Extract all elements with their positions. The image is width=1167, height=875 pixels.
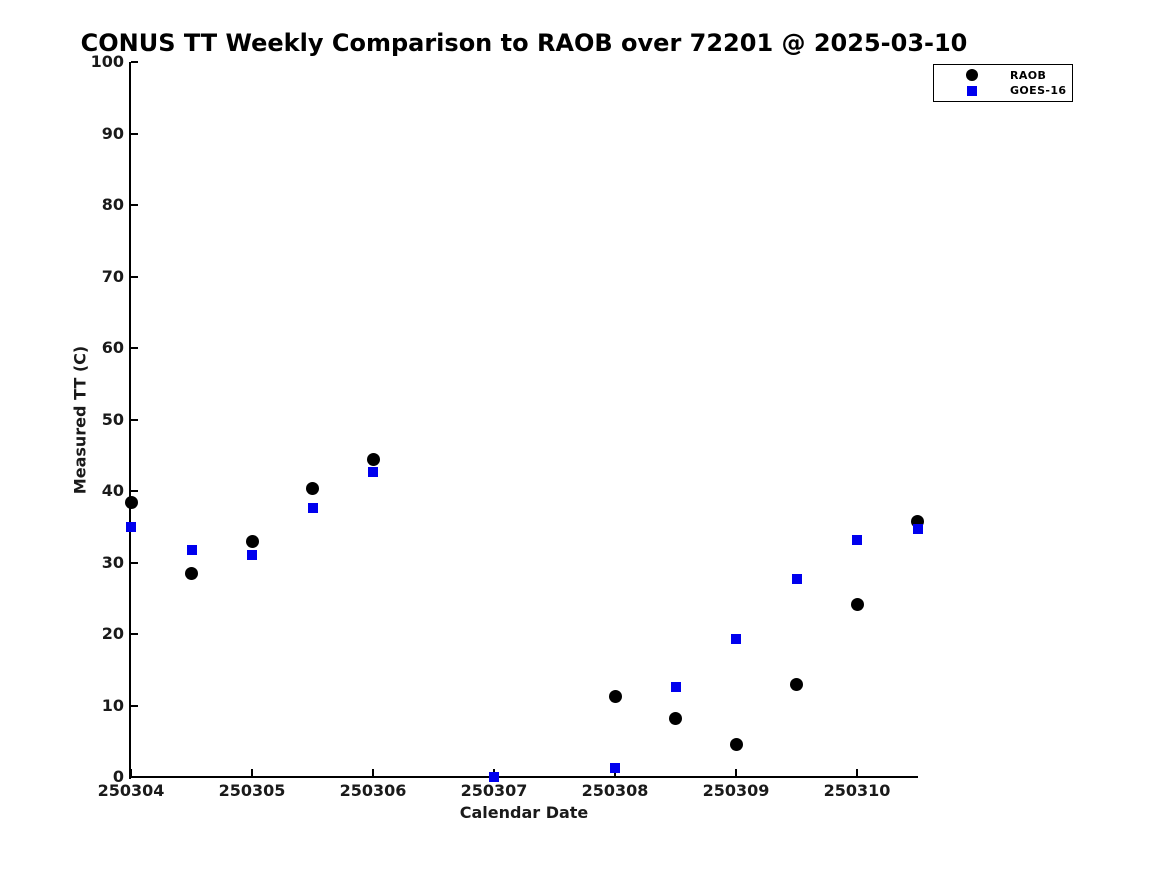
data-point-goes-16 [670,681,681,692]
data-point-raob [306,482,319,496]
x-axis-label: Calendar Date [459,803,589,822]
y-axis-tick [131,418,138,421]
x-axis-spine [129,776,918,778]
data-point-raob [729,737,743,751]
x-axis-tick [130,769,132,777]
legend-entry-label: GOES-16 [1010,84,1067,98]
legend-entry-label: RAOB [1010,68,1047,82]
x-axis-tick [614,769,616,777]
y-axis-tick [131,490,138,492]
x-axis-tick-label: 250304 [97,781,165,800]
goes-16-marker-icon [967,85,977,96]
data-point-raob [185,567,198,581]
x-axis-tick [856,769,858,777]
data-point-raob [669,711,682,725]
data-point-goes-16 [307,503,318,514]
x-axis-tick-label: 250309 [702,781,770,800]
y-axis-tick-label: 50 [101,409,124,429]
x-axis-tick [251,769,253,777]
y-axis-spine [129,62,131,779]
y-axis-tick [131,61,138,63]
legend-row: GOES-16 [934,83,1072,98]
data-point-goes-16 [791,573,802,584]
y-axis-tick [131,204,138,206]
data-point-raob [790,677,803,691]
y-axis-tick [131,347,138,349]
legend-marker-cell [934,69,1010,82]
data-point-raob [608,690,622,704]
x-axis-tick-label: 250307 [460,781,528,800]
data-point-raob [245,534,259,548]
x-axis-tick-label: 250305 [218,781,286,800]
y-axis-tick-label: 20 [101,624,124,643]
y-axis-tick [131,704,138,707]
y-axis-tick-label: 30 [101,552,124,572]
data-point-goes-16 [852,535,862,546]
data-point-goes-16 [368,466,378,477]
y-axis-tick-label: 80 [101,195,124,214]
x-axis-tick [735,769,737,777]
y-axis-tick [131,275,138,278]
y-axis-tick-label: 60 [101,338,124,357]
y-axis-tick [131,776,138,778]
data-point-goes-16 [489,772,499,782]
data-point-goes-16 [731,634,741,644]
data-point-goes-16 [912,523,923,534]
y-axis-tick [131,132,138,135]
x-axis-tick-label: 250308 [581,781,649,800]
legend-marker-cell [934,85,1010,96]
y-axis-tick-label: 70 [101,266,124,286]
y-axis-tick-label: 40 [101,481,124,500]
y-axis-tick-label: 100 [90,52,124,71]
data-point-raob [366,453,380,467]
data-point-raob [124,495,138,509]
legend-row: RAOB [934,68,1072,83]
y-axis-tick [131,561,138,564]
x-axis-tick [372,769,374,777]
data-point-goes-16 [610,762,620,773]
y-axis-tick-label: 10 [101,695,124,715]
legend: RAOB GOES-16 [933,64,1073,102]
x-axis-tick-label: 250306 [339,781,407,800]
y-axis-tick-label: 0 [112,767,124,786]
data-point-goes-16 [186,545,197,556]
y-axis-tick-label: 90 [101,123,124,143]
chart-title: CONUS TT Weekly Comparison to RAOB over … [80,29,968,57]
data-point-goes-16 [126,521,136,532]
data-point-goes-16 [247,549,257,560]
y-axis-tick [131,633,138,635]
raob-marker-icon [966,69,978,82]
data-point-raob [850,598,864,612]
x-axis-tick-label: 250310 [823,781,891,800]
